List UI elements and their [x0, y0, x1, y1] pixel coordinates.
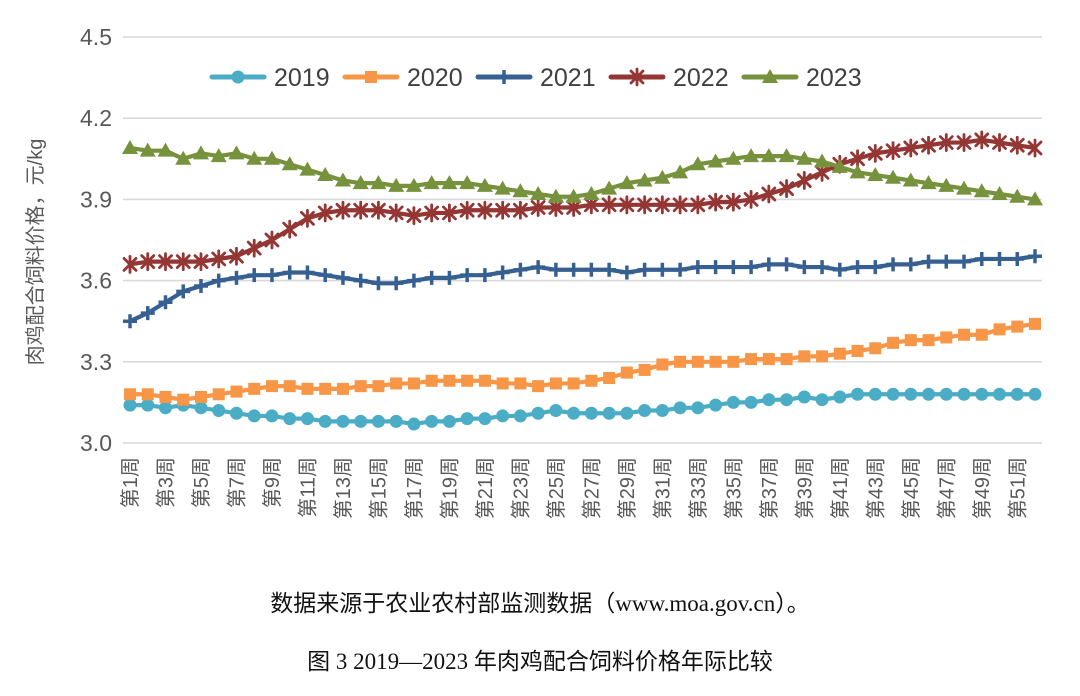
legend-item-2019: 2019 — [209, 64, 330, 92]
svg-text:第41周: 第41周 — [829, 457, 852, 519]
svg-text:第49周: 第49周 — [971, 457, 994, 519]
svg-text:第5周: 第5周 — [190, 457, 213, 508]
svg-text:第39周: 第39周 — [793, 457, 816, 519]
figure-caption: 图 3 2019—2023 年肉鸡配合饲料价格年际比较 — [307, 649, 773, 674]
svg-text:第11周: 第11周 — [296, 457, 319, 518]
svg-text:3.6: 3.6 — [80, 268, 112, 294]
svg-text:4.2: 4.2 — [80, 105, 112, 131]
legend-item-2021: 2021 — [475, 64, 596, 92]
svg-text:3.3: 3.3 — [80, 349, 112, 375]
svg-text:第19周: 第19周 — [438, 457, 461, 519]
svg-text:2023: 2023 — [806, 64, 862, 92]
svg-text:第25周: 第25周 — [545, 457, 568, 519]
svg-text:第31周: 第31周 — [651, 457, 674, 519]
svg-text:3.9: 3.9 — [80, 186, 112, 212]
y-axis-tick-labels: 3.0 3.3 3.6 3.9 4.2 4.5 — [80, 24, 112, 456]
svg-text:2020: 2020 — [407, 64, 463, 92]
svg-text:第27周: 第27周 — [580, 457, 603, 519]
svg-text:3.0: 3.0 — [80, 430, 112, 456]
svg-text:第21周: 第21周 — [474, 457, 497, 519]
svg-text:第45周: 第45周 — [900, 457, 923, 519]
svg-text:第3周: 第3周 — [154, 457, 177, 508]
svg-text:第43周: 第43周 — [864, 457, 887, 519]
legend: 2019 2020 2021 2022 2023 — [209, 64, 862, 92]
legend-item-2022: 2022 — [608, 64, 729, 92]
svg-text:第35周: 第35周 — [722, 457, 745, 519]
series-2023 — [122, 139, 1043, 206]
series-2020 — [124, 317, 1041, 406]
feed-price-line-chart: 3.0 3.3 3.6 3.9 4.2 4.5 肉鸡配合饲料价格，元/kg 第1周 第3周 第5周… — [24, 24, 1043, 519]
legend-item-2023: 2023 — [741, 64, 862, 92]
svg-text:第47周: 第47周 — [935, 457, 958, 519]
svg-text:第29周: 第29周 — [616, 457, 639, 519]
svg-text:4.5: 4.5 — [80, 24, 112, 50]
series-2019 — [123, 387, 1042, 431]
svg-text:第17周: 第17周 — [403, 457, 426, 519]
svg-text:2022: 2022 — [673, 64, 729, 92]
svg-text:第23周: 第23周 — [509, 457, 532, 519]
svg-text:第37周: 第37周 — [758, 457, 781, 519]
svg-text:2021: 2021 — [540, 64, 596, 92]
svg-text:第1周: 第1周 — [119, 457, 142, 508]
y-axis-title: 肉鸡配合饲料价格，元/kg — [24, 139, 47, 366]
svg-text:第7周: 第7周 — [225, 457, 248, 508]
gridlines — [123, 36, 1042, 444]
legend-item-2020: 2020 — [342, 64, 463, 92]
source-note: 数据来源于农业农村部监测数据（www.moa.gov.cn）。 — [270, 591, 810, 616]
svg-text:2019: 2019 — [274, 64, 330, 92]
svg-text:肉鸡配合饲料价格，元/kg: 肉鸡配合饲料价格，元/kg — [24, 139, 47, 366]
x-axis-tick-labels: 第1周 第3周 第5周 第7周 第9周 第11周 第13周 第15周 第17周 第19周 第21周第… — [119, 457, 1029, 519]
svg-text:第51周: 第51周 — [1006, 457, 1029, 519]
series-2022 — [122, 130, 1043, 274]
series-2021 — [123, 249, 1042, 329]
svg-text:第9周: 第9周 — [261, 457, 284, 508]
svg-text:第13周: 第13周 — [332, 457, 355, 519]
svg-text:第33周: 第33周 — [687, 457, 710, 519]
svg-text:第15周: 第15周 — [367, 457, 390, 519]
